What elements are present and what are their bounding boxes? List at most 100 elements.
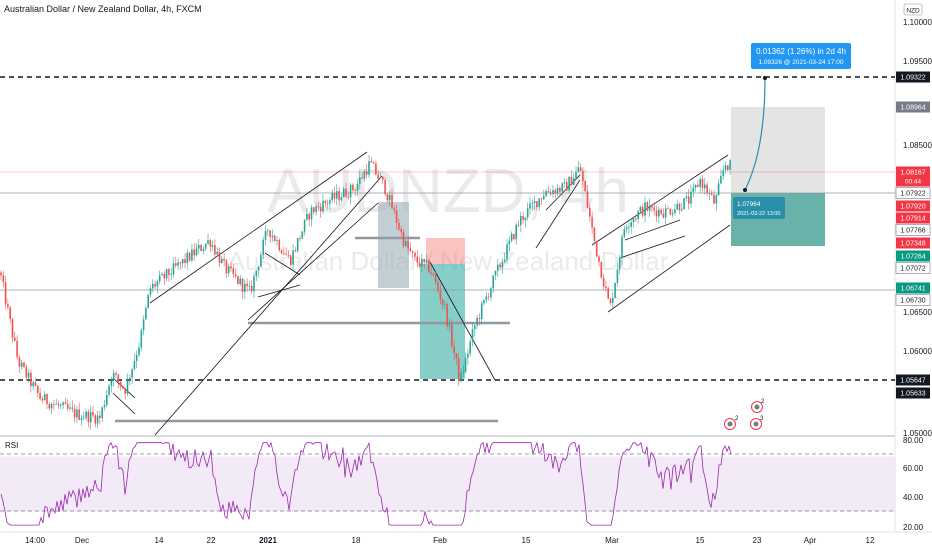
candle	[23, 361, 25, 369]
candle	[267, 228, 269, 237]
projection-curve[interactable]	[744, 77, 766, 191]
short-profit-box[interactable]	[420, 264, 465, 379]
candle	[660, 207, 662, 216]
candle	[430, 265, 432, 276]
candle	[165, 268, 168, 282]
candle	[124, 387, 126, 400]
currency-badge[interactable]	[903, 3, 923, 16]
rsi-line[interactable]	[0, 441, 732, 526]
candle	[549, 188, 552, 197]
price-tick-2: 1.09500	[903, 57, 932, 66]
candle	[140, 328, 143, 352]
candle	[395, 204, 398, 230]
candle	[152, 279, 154, 293]
price-tag[interactable]: 1.07920	[896, 200, 930, 212]
projection-start-dot[interactable]	[743, 188, 747, 192]
short-stop-box[interactable]	[426, 238, 465, 264]
projection-label-box[interactable]	[751, 43, 851, 69]
entry-label-box[interactable]	[733, 197, 785, 219]
event-badge-1[interactable]: 2	[724, 416, 740, 430]
candle	[582, 167, 584, 188]
candle	[218, 247, 221, 268]
candle	[715, 193, 718, 211]
event-badge-3-count: 3	[760, 416, 764, 422]
time-label-6: 18	[352, 536, 361, 545]
price-tag-text: 1.05633	[900, 391, 925, 398]
candle	[460, 368, 462, 383]
candle	[347, 191, 350, 200]
candle	[382, 176, 384, 185]
price-tag-text: 1.05647	[900, 378, 925, 385]
symbol-title[interactable]: Australian Dollar / New Zealand Dollar, …	[4, 4, 202, 14]
candle	[135, 350, 138, 369]
candle	[538, 198, 540, 212]
channel-3-upper[interactable]	[591, 154, 729, 246]
price-tag[interactable]: 1.07348	[896, 237, 930, 249]
candle	[531, 199, 534, 210]
candle	[593, 227, 596, 245]
candle	[20, 359, 23, 370]
wedge-bottom[interactable]	[619, 235, 686, 259]
candle	[639, 205, 642, 213]
price-tag[interactable]: 1.07072	[895, 262, 931, 274]
candle	[16, 335, 18, 360]
candle	[280, 248, 283, 255]
candle	[354, 187, 356, 197]
candle	[0, 270, 2, 281]
candle	[363, 169, 366, 182]
price-tag[interactable]: 1.08167 00:44	[896, 166, 930, 187]
candle	[66, 399, 69, 412]
channel-2-lower[interactable]	[535, 179, 581, 249]
candle	[478, 313, 481, 326]
candle	[168, 267, 170, 282]
candle	[655, 206, 658, 223]
candle	[483, 299, 485, 306]
price-tag[interactable]: 1.08964	[896, 101, 930, 113]
candle	[630, 218, 632, 234]
candle	[209, 238, 212, 253]
channel-3-lower[interactable]	[607, 224, 731, 313]
flag-2-top[interactable]	[264, 252, 301, 276]
event-badge-2[interactable]: 2	[751, 399, 766, 413]
channel-1-lower[interactable]	[247, 202, 379, 321]
candle	[453, 338, 455, 361]
candle	[73, 404, 76, 423]
price-tag[interactable]: 1.07264	[896, 250, 930, 262]
candle	[133, 353, 136, 371]
candle	[200, 243, 202, 252]
candle	[87, 409, 90, 428]
candle	[342, 186, 345, 198]
price-tag[interactable]: 1.09322	[896, 71, 930, 83]
candle	[607, 286, 609, 300]
channel-1-upper[interactable]	[149, 151, 368, 304]
long-trendline[interactable]	[154, 175, 383, 436]
candle	[331, 189, 333, 203]
small-flag-bottom[interactable]	[112, 392, 136, 415]
candle	[618, 254, 621, 275]
candle	[425, 254, 428, 265]
target-zone[interactable]	[731, 107, 825, 193]
small-flag-top[interactable]	[112, 377, 136, 399]
price-tag[interactable]: 1.07914	[896, 212, 930, 224]
candles-series[interactable]	[0, 155, 731, 430]
event-badge-3[interactable]: 3	[750, 416, 765, 430]
price-tag[interactable]: 1.07922	[895, 187, 931, 199]
candle	[303, 219, 306, 236]
price-tag[interactable]: 1.06730	[895, 294, 931, 306]
time-label-4: 22	[207, 536, 216, 545]
candle	[616, 263, 619, 287]
price-tag[interactable]: 1.07766	[895, 224, 931, 236]
candle	[561, 182, 563, 197]
price-tag[interactable]: 1.05647	[896, 374, 930, 386]
down-trendline[interactable]	[429, 261, 496, 381]
price-tag[interactable]: 1.06741	[896, 282, 930, 294]
wedge-top[interactable]	[624, 219, 681, 241]
candle	[216, 247, 218, 257]
price-tag[interactable]: 1.05633	[896, 387, 930, 399]
candle	[2, 270, 5, 288]
price-tag-text: 1.06741	[900, 286, 925, 293]
candle	[706, 181, 708, 197]
projection-end-dot[interactable]	[763, 76, 767, 80]
flag-2-bottom[interactable]	[257, 284, 301, 298]
